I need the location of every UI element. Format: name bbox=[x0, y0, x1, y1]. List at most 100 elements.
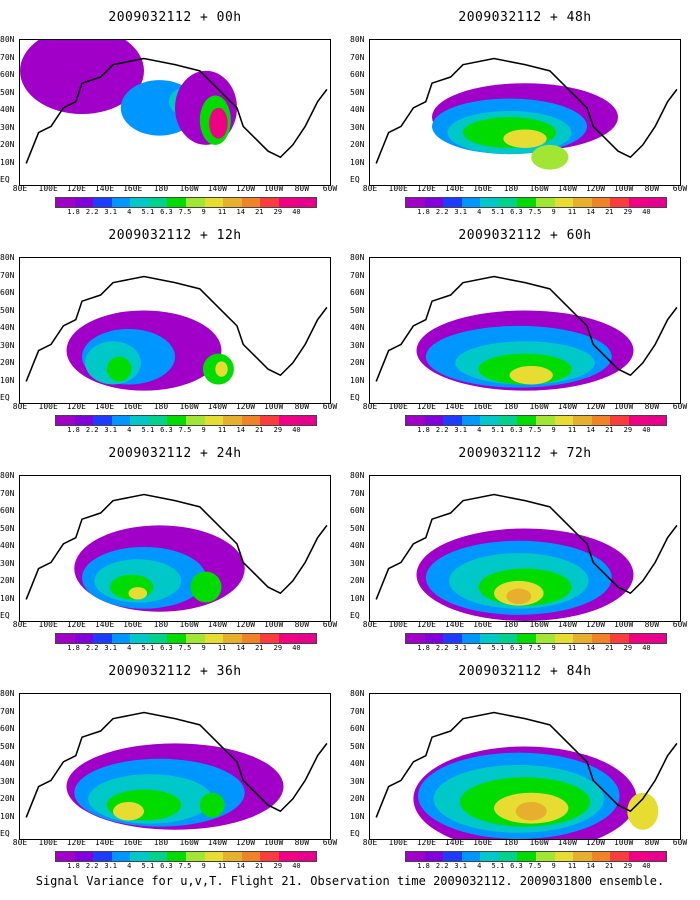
lon-label: 80E bbox=[12, 402, 28, 411]
lon-label: 160W bbox=[529, 402, 549, 411]
colorbar-tick: 21 bbox=[255, 426, 264, 434]
colorbar-tick: 9 bbox=[201, 862, 206, 870]
colorbar-tick: 2.2 bbox=[435, 208, 449, 216]
lon-label: 100W bbox=[613, 184, 634, 193]
lon-label: 80E bbox=[362, 620, 378, 629]
coastline bbox=[25, 711, 328, 818]
lat-label: EQ bbox=[350, 829, 360, 838]
colorbar-swatch bbox=[536, 634, 555, 643]
lon-label: 140W bbox=[557, 838, 577, 847]
lat-label: 80N bbox=[350, 35, 365, 44]
lat-label: 80N bbox=[0, 689, 15, 698]
lat-label: 60N bbox=[350, 724, 365, 733]
lon-label: 180 bbox=[153, 402, 169, 411]
lat-label: 60N bbox=[0, 288, 15, 297]
colorbar-tick: 9 bbox=[201, 644, 206, 652]
lat-label: 40N bbox=[350, 759, 365, 768]
lat-label: 70N bbox=[0, 52, 15, 62]
lon-label: 120E bbox=[66, 838, 86, 847]
lat-label: 80N bbox=[0, 35, 15, 44]
lon-label: 120E bbox=[416, 184, 436, 193]
colorbar-tick: 4 bbox=[477, 862, 482, 870]
lat-label: 20N bbox=[350, 576, 365, 585]
variance-contour bbox=[215, 361, 228, 377]
colorbar-tick: 1.8 bbox=[67, 208, 80, 216]
figure-caption: Signal Variance for u,v,T. Flight 21. Ob… bbox=[35, 874, 665, 888]
lon-label: 100W bbox=[613, 620, 634, 629]
lat-label: 70N bbox=[350, 270, 365, 280]
colorbar-swatch bbox=[223, 198, 242, 207]
lat-label: 10N bbox=[350, 375, 365, 385]
colorbar-swatch bbox=[241, 852, 261, 861]
colorbar-swatch bbox=[591, 634, 611, 643]
colorbar-tick: 2.2 bbox=[85, 208, 99, 216]
lat-label: 80N bbox=[0, 471, 15, 480]
lat-label: 50N bbox=[350, 305, 365, 315]
lon-label: 140W bbox=[207, 620, 227, 629]
colorbar-swatch bbox=[647, 416, 667, 425]
colorbar-tick: 29 bbox=[273, 644, 283, 652]
colorbar-tick: 5.1 bbox=[141, 644, 155, 652]
colorbar-swatch bbox=[461, 852, 481, 861]
lat-label: 50N bbox=[0, 87, 15, 97]
coastline bbox=[25, 493, 328, 600]
lon-label: 80E bbox=[12, 184, 28, 193]
variance-contour bbox=[509, 365, 553, 385]
lon-label: 120E bbox=[416, 620, 436, 629]
lon-label: 160W bbox=[529, 620, 549, 629]
colorbar-swatch bbox=[223, 852, 242, 861]
colorbar-swatch bbox=[610, 198, 629, 207]
map-panel: 2009032112 + 24h 80N 70N 60N 50N 40N 30N 20N 10N… bbox=[0, 436, 340, 652]
lon-label: 180 bbox=[153, 838, 169, 847]
colorbar bbox=[55, 197, 317, 208]
lat-label: 60N bbox=[0, 70, 15, 79]
lon-label: 180 bbox=[503, 620, 519, 629]
colorbar bbox=[405, 197, 667, 208]
colorbar-swatch bbox=[443, 198, 462, 207]
lon-label: 100W bbox=[263, 184, 284, 193]
lon-label: 60W bbox=[322, 838, 338, 847]
colorbar-swatch bbox=[628, 198, 648, 207]
lat-label: 20N bbox=[350, 794, 365, 803]
colorbar bbox=[405, 633, 667, 644]
lon-label: 80W bbox=[294, 838, 310, 847]
colorbar-tick: 4 bbox=[127, 644, 132, 652]
colorbar-swatch bbox=[443, 416, 462, 425]
colorbar-tick: 29 bbox=[273, 862, 283, 870]
colorbar-swatch bbox=[573, 634, 592, 643]
colorbar-tick: 3.1 bbox=[104, 426, 118, 434]
lat-label: 80N bbox=[350, 253, 365, 262]
lon-label: 120E bbox=[66, 184, 86, 193]
colorbar-tick: 9 bbox=[201, 426, 206, 434]
colorbar-tick: 2.2 bbox=[85, 644, 99, 652]
panel-title: 2009032112 + 36h bbox=[108, 664, 242, 679]
lat-label: 30N bbox=[0, 122, 15, 132]
lon-label: 120E bbox=[66, 620, 86, 629]
colorbar-tick: 29 bbox=[623, 426, 633, 434]
colorbar-tick: 7.5 bbox=[528, 426, 542, 434]
colorbar-swatch bbox=[610, 416, 629, 425]
colorbar-swatch bbox=[93, 852, 112, 861]
lon-label: 100E bbox=[38, 838, 58, 847]
colorbar-swatch bbox=[610, 634, 629, 643]
colorbar-tick: 7.5 bbox=[528, 862, 542, 870]
lon-label: 140E bbox=[94, 184, 115, 193]
lon-label: 120E bbox=[416, 402, 436, 411]
variance-contour bbox=[209, 107, 228, 139]
colorbar-tick: 5.1 bbox=[491, 644, 505, 652]
lon-label: 100E bbox=[38, 184, 58, 193]
lon-label: 60W bbox=[672, 402, 688, 411]
colorbar-swatch bbox=[443, 852, 462, 861]
colorbar-swatch bbox=[111, 198, 131, 207]
colorbar-tick: 40 bbox=[292, 644, 301, 652]
colorbar-tick: 21 bbox=[605, 862, 614, 870]
colorbar-tick: 3.1 bbox=[454, 426, 468, 434]
colorbar-tick: 4 bbox=[477, 644, 482, 652]
lon-label: 80E bbox=[12, 620, 28, 629]
colorbar-tick: 21 bbox=[255, 644, 264, 652]
variance-contour bbox=[515, 801, 547, 821]
colorbar-swatch bbox=[517, 852, 537, 861]
colorbar-swatch bbox=[628, 416, 648, 425]
variance-contour bbox=[199, 792, 225, 818]
variance-contour bbox=[20, 40, 144, 115]
